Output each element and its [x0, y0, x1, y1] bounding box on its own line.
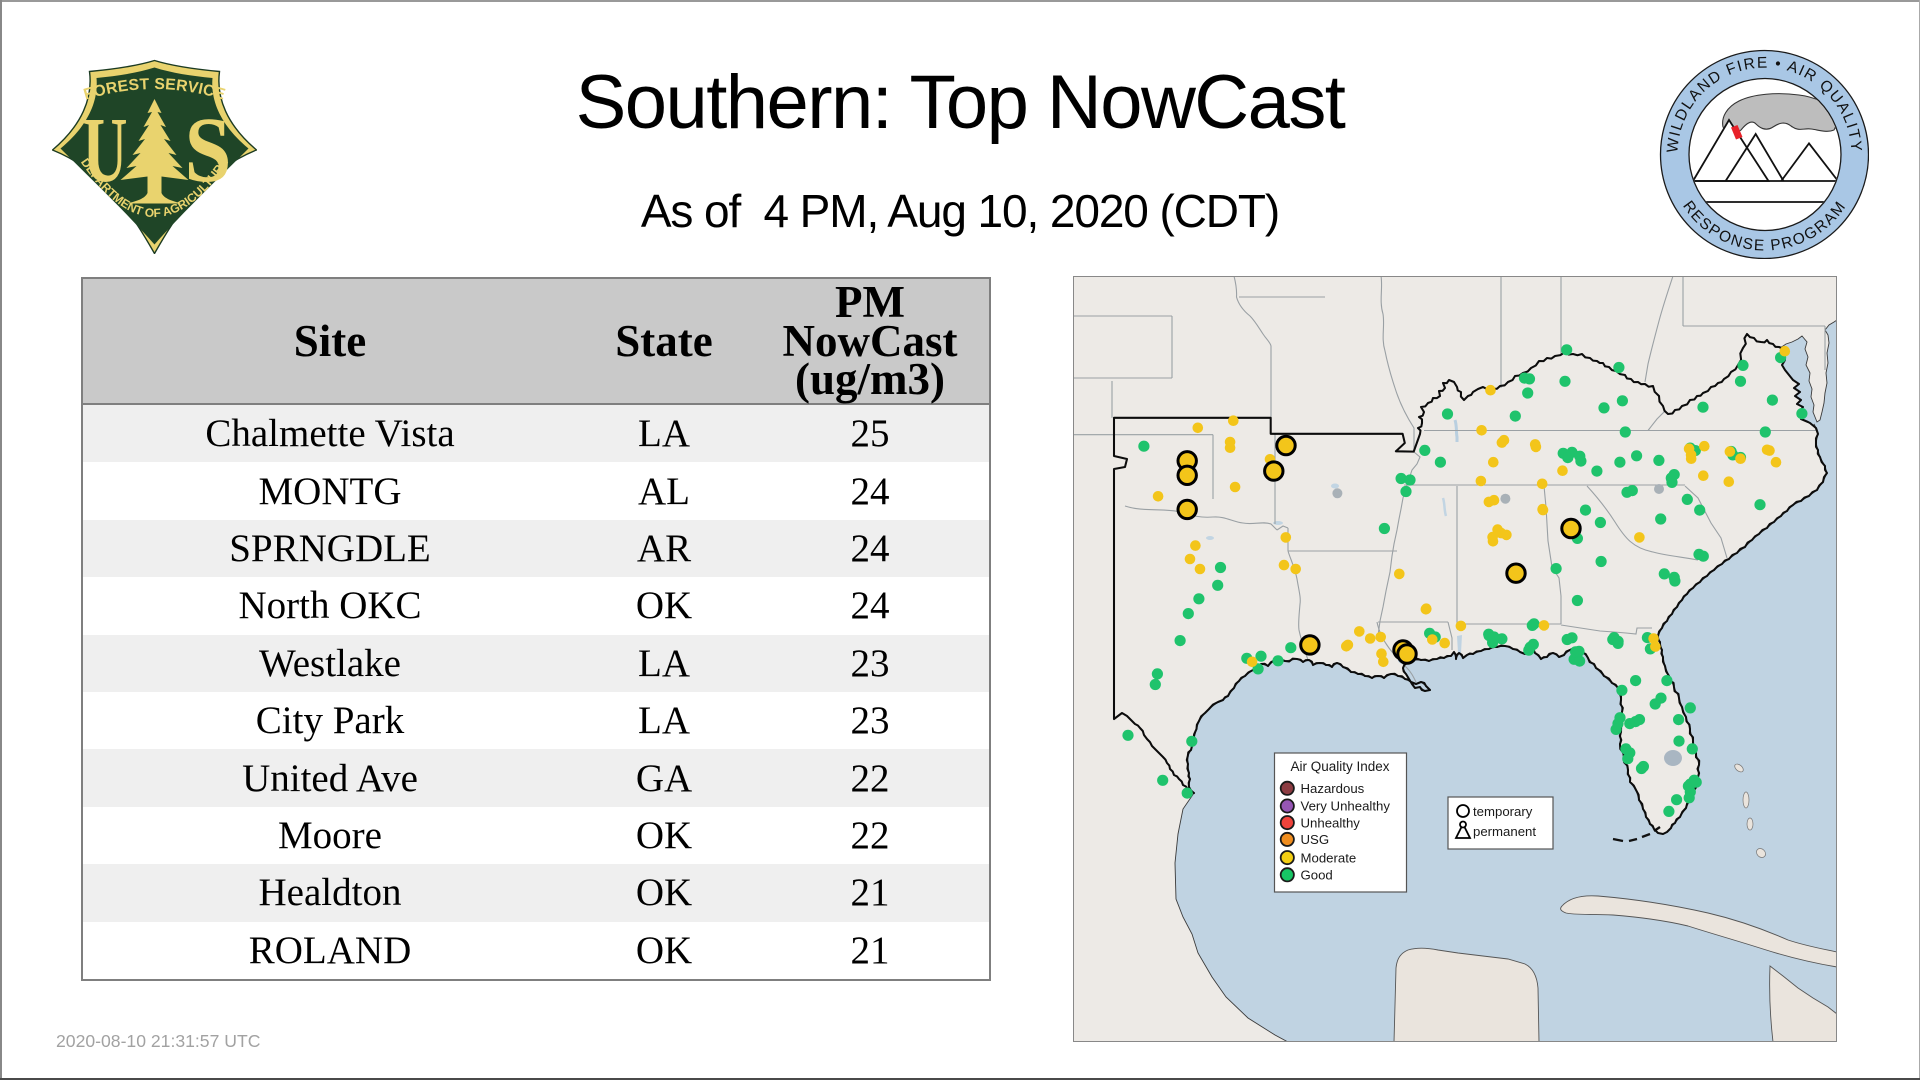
- svg-text:Unhealthy: Unhealthy: [1301, 815, 1361, 830]
- svg-text:Air Quality Index: Air Quality Index: [1290, 759, 1389, 774]
- svg-text:Good: Good: [1301, 868, 1333, 883]
- svg-text:Hazardous: Hazardous: [1301, 781, 1365, 796]
- svg-text:Moderate: Moderate: [1301, 850, 1357, 865]
- svg-text:U: U: [83, 99, 128, 202]
- svg-text:S: S: [185, 99, 232, 202]
- svg-text:temporary: temporary: [1473, 804, 1533, 819]
- svg-text:USG: USG: [1301, 832, 1330, 847]
- svg-text:permanent: permanent: [1473, 824, 1536, 839]
- svg-text:Very Unhealthy: Very Unhealthy: [1301, 799, 1391, 814]
